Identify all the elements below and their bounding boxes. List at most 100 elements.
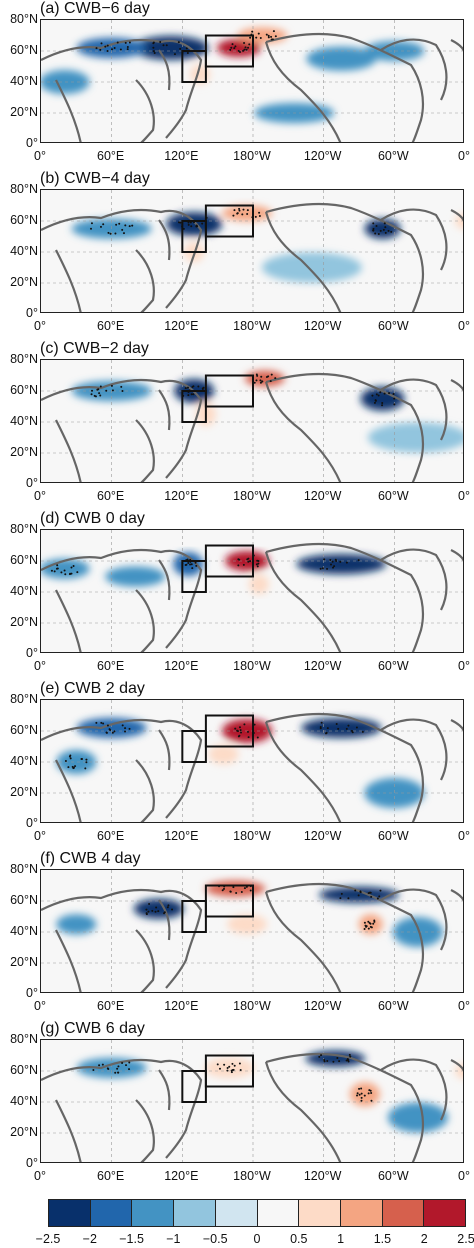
anomaly-patch xyxy=(367,422,463,453)
significance-dot xyxy=(370,1099,373,1102)
map-graphic xyxy=(41,700,463,822)
significance-dot xyxy=(233,47,236,50)
significance-dot xyxy=(358,1087,361,1090)
lat-tick-label: 0° xyxy=(26,816,38,830)
significance-dot xyxy=(255,563,258,566)
map-graphic xyxy=(41,530,463,652)
significance-dot xyxy=(202,386,205,389)
significance-dot xyxy=(162,44,165,47)
significance-dot xyxy=(76,571,79,574)
lat-tick-label: 0° xyxy=(26,306,38,320)
significance-dot xyxy=(373,919,376,922)
significance-dot xyxy=(363,921,366,924)
significance-dot xyxy=(124,730,127,733)
significance-dot xyxy=(173,53,176,56)
significance-dot xyxy=(121,724,124,727)
significance-dot xyxy=(382,228,385,231)
significance-dot xyxy=(115,223,118,226)
coastline xyxy=(135,759,155,822)
significance-dot xyxy=(238,1062,241,1065)
significance-dot xyxy=(253,381,256,384)
significance-dot xyxy=(230,46,233,49)
region-box xyxy=(204,714,254,748)
significance-dot xyxy=(247,46,250,49)
significance-dot xyxy=(255,373,258,376)
lat-tick-label: 20°N xyxy=(10,1125,38,1139)
significance-dot xyxy=(105,731,108,734)
anomaly-patch xyxy=(41,558,90,579)
significance-dot xyxy=(238,51,241,54)
significance-dot xyxy=(347,1060,350,1063)
significance-dot xyxy=(357,894,360,897)
significance-dot xyxy=(226,1067,229,1070)
significance-dot xyxy=(93,394,96,397)
significance-dot xyxy=(340,892,343,895)
significance-dot xyxy=(92,1068,95,1071)
lon-tick-label: 180°W xyxy=(233,319,271,333)
significance-dot xyxy=(256,559,259,562)
lon-tick-label: 0° xyxy=(34,829,46,843)
significance-dot xyxy=(233,1064,236,1067)
map-panel: (e) CWB 2 day 80°N 60°N 40°N 20°N 0° 0° 60°E 120… xyxy=(0,680,474,850)
significance-dot xyxy=(56,564,59,567)
significance-dot xyxy=(116,41,119,44)
coastline xyxy=(450,889,463,902)
significance-dot xyxy=(332,566,335,569)
significance-dot xyxy=(228,1065,231,1068)
significance-dot xyxy=(246,209,249,212)
map-panel: (b) CWB−4 day 80°N 60°N 40°N 20°N 0° 0° 60°E 120… xyxy=(0,170,474,340)
coastline xyxy=(55,249,82,312)
anomaly-map xyxy=(40,869,464,993)
significance-dot xyxy=(274,377,277,380)
significance-dot xyxy=(257,562,260,565)
lon-tick-label: 120°E xyxy=(164,999,199,1013)
significance-dot xyxy=(187,223,190,226)
panel-title: (c) CWB−2 day xyxy=(40,340,149,357)
significance-dot xyxy=(218,1067,221,1070)
significance-dot xyxy=(119,48,122,51)
significance-dot xyxy=(195,564,198,567)
significance-dot xyxy=(372,222,375,225)
significance-dot xyxy=(192,385,195,388)
panel-title: (e) CWB 2 day xyxy=(40,680,145,697)
lon-tick-label: 0° xyxy=(458,659,470,673)
significance-dot xyxy=(251,30,254,33)
lat-tick-label: 0° xyxy=(26,1156,38,1170)
lon-tick-label: 60°W xyxy=(377,489,409,503)
panel-title: (b) CWB−4 day xyxy=(40,170,150,187)
significance-dot xyxy=(190,225,193,228)
significance-dot xyxy=(90,222,93,225)
lon-tick-label: 180°W xyxy=(233,1169,271,1183)
anomaly-map xyxy=(40,1039,464,1163)
significance-dot xyxy=(95,47,98,50)
colorbar-tick-label: −1.5 xyxy=(119,1232,144,1246)
significance-dot xyxy=(236,729,239,732)
lat-tick-label: 20°N xyxy=(10,445,38,459)
coastline xyxy=(450,379,463,392)
significance-dot xyxy=(330,563,333,566)
anomaly-patch xyxy=(208,744,239,765)
significance-dot xyxy=(166,906,169,909)
significance-dot xyxy=(256,565,259,568)
significance-dot xyxy=(332,1060,335,1063)
colorbar-tick-label: −2 xyxy=(82,1232,97,1246)
colorbar-segment xyxy=(132,1200,175,1226)
significance-dot xyxy=(106,50,109,53)
significance-dot xyxy=(360,1092,363,1095)
significance-dot xyxy=(335,722,338,725)
lat-tick-label: 60°N xyxy=(10,553,38,567)
significance-dot xyxy=(121,1061,124,1064)
map-panel: (a) CWB−6 day 80°N 60°N 40°N 20°N 0° 0° 60°E 120… xyxy=(0,0,474,170)
significance-dot xyxy=(234,727,237,730)
significance-dot xyxy=(147,910,150,913)
significance-dot xyxy=(104,45,107,48)
significance-dot xyxy=(122,232,125,235)
significance-dot xyxy=(329,559,332,562)
coastline xyxy=(158,389,171,431)
significance-dot xyxy=(197,385,200,388)
significance-dot xyxy=(370,1091,373,1094)
significance-dot xyxy=(223,1063,226,1066)
significance-dot xyxy=(153,51,156,54)
region-box xyxy=(204,1054,254,1088)
lon-tick-label: 60°W xyxy=(377,659,409,673)
